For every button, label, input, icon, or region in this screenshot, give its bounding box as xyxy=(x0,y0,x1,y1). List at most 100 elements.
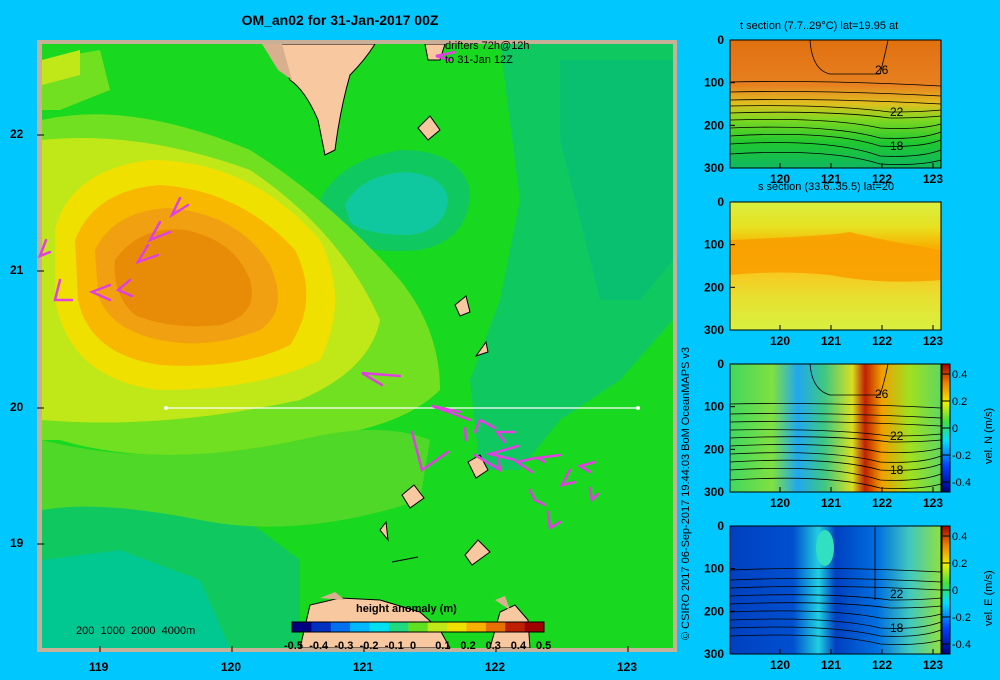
section-y-tick: 300 xyxy=(704,485,724,499)
map-x-tick: 119 xyxy=(89,660,109,674)
section-x-tick: 123 xyxy=(923,334,943,348)
section-cbar-tick: -0.2 xyxy=(952,612,971,624)
section-title: s section (33.6..35.5) lat=20 xyxy=(758,181,895,193)
section-cbar-tick: 0.2 xyxy=(952,558,967,570)
section-cbar-tick: 0.4 xyxy=(952,531,967,543)
drifters-label: drifters 72h@12h xyxy=(445,40,530,52)
colorbar-tick: 0.5 xyxy=(536,640,552,652)
section-y-tick: 100 xyxy=(704,400,724,414)
section-x-tick: 122 xyxy=(872,172,892,186)
map-y-tick: 22 xyxy=(10,127,24,141)
contour-label: 18 xyxy=(890,621,904,635)
colorbar-swatch xyxy=(311,622,332,632)
credit-text: © CSIRO 2017 06-Sep-2017 19:44:03 BoM Oc… xyxy=(680,346,692,640)
map-x-tick: 121 xyxy=(353,660,374,674)
colorbar-swatch xyxy=(369,622,390,632)
colorbar-swatch xyxy=(388,622,409,632)
colorbar-swatch xyxy=(292,622,312,632)
colorbar-swatch xyxy=(524,622,545,632)
contour-label: 22 xyxy=(890,587,904,601)
section-cbar-tick: 0.4 xyxy=(952,369,967,381)
section-x-tick: 121 xyxy=(821,658,841,672)
colorbar-tick: -0.4 xyxy=(309,640,329,652)
sections-panel: 0 100 200 300 120 121 122 123 26 22 18 0 100 200 300 12… xyxy=(704,33,995,672)
section-x-tick: 120 xyxy=(770,172,790,186)
section-line xyxy=(164,406,640,410)
colorbar xyxy=(291,621,545,633)
section-cbar-label: vel. N (m/s) xyxy=(983,408,995,464)
colorbar-tick: 0.1 xyxy=(435,640,451,652)
vn-contours xyxy=(729,363,942,489)
section-y-tick: 0 xyxy=(717,519,724,533)
section-cbar-tick: -0.2 xyxy=(952,450,971,462)
section-y-tick: 300 xyxy=(704,323,724,337)
section-x-tick: 122 xyxy=(872,658,892,672)
section-y-tick: 200 xyxy=(704,442,724,456)
section-y-tick: 0 xyxy=(717,33,724,47)
colorbar-swatch xyxy=(350,622,371,632)
section-y-tick: 200 xyxy=(704,280,724,294)
map-y-tick-marks xyxy=(37,134,629,652)
contour-label: 18 xyxy=(890,463,904,477)
section-x-tick: 120 xyxy=(770,496,790,510)
section-y-tick: 100 xyxy=(704,76,724,90)
colorbar-ticks: -0.5 -0.4 -0.3 -0.2 -0.1 0 0.1 0.2 0.3 0.4 0.5 xyxy=(280,640,552,654)
section-y-tick: 200 xyxy=(704,118,724,132)
t-contours xyxy=(729,39,942,165)
section-x-tick: 123 xyxy=(923,496,943,510)
map-y-tick: 19 xyxy=(10,536,24,550)
page-title: OM_an02 for 31-Jan-2017 00Z xyxy=(241,12,439,28)
colorbar-swatch xyxy=(447,622,467,632)
colorbar-tick: 0.3 xyxy=(485,640,501,652)
section-x-tick: 123 xyxy=(923,658,943,672)
section-x-tick: 121 xyxy=(821,496,841,510)
colorbar-swatch xyxy=(330,622,351,632)
section-y-tick: 100 xyxy=(704,562,724,576)
section-y-tick: 0 xyxy=(717,195,724,209)
section-cbar-label: vel. E (m/s) xyxy=(983,570,995,626)
section-x-tick: 121 xyxy=(821,172,841,186)
contour-label: 26 xyxy=(875,387,889,401)
map-y-tick: 21 xyxy=(10,263,24,277)
scale-mark xyxy=(391,556,419,563)
colorbar-swatch xyxy=(466,622,487,632)
section-x-tick: 122 xyxy=(872,496,892,510)
vn-section xyxy=(729,363,950,492)
colorbar-swatch xyxy=(485,622,506,632)
drifters-label: to 31-Jan 12Z xyxy=(445,54,513,66)
drifter-tracks xyxy=(37,50,600,531)
colorbar-title: height anomaly (m) xyxy=(356,603,457,615)
contour-label: 26 xyxy=(875,63,889,77)
section-axes: 0 100 200 300 120 121 122 123 26 22 18 0 100 200 300 12… xyxy=(704,33,995,672)
section-x-tick: 122 xyxy=(872,334,892,348)
colorbar-tick: 0.4 xyxy=(510,640,527,652)
colorbar-tick: 0 xyxy=(410,640,417,652)
section-x-tick: 120 xyxy=(770,334,790,348)
map-y-tick: 20 xyxy=(10,400,24,414)
contour-label: 18 xyxy=(890,139,904,153)
depth-legend: 200 1000 2000 4000m xyxy=(76,625,196,637)
section-cbar-tick: 0 xyxy=(952,423,958,435)
colorbar-tick: -0.1 xyxy=(384,640,404,652)
map-panel xyxy=(37,40,677,652)
contour-label: 22 xyxy=(890,429,904,443)
contour-label: 22 xyxy=(890,105,904,119)
section-cbar-tick: 0.2 xyxy=(952,396,967,408)
t-section xyxy=(729,39,942,168)
ve-contours xyxy=(729,526,942,645)
section-cbar-tick: -0.4 xyxy=(952,639,971,651)
colorbar-tick: -0.3 xyxy=(334,640,354,652)
section-cbar-tick: -0.4 xyxy=(952,477,971,489)
section-x-tick: 123 xyxy=(923,172,943,186)
section-x-tick: 121 xyxy=(821,334,841,348)
s-section xyxy=(730,202,941,330)
section-y-tick: 100 xyxy=(704,238,724,252)
ve-section xyxy=(729,526,950,654)
section-y-tick: 0 xyxy=(717,357,724,371)
colorbar-tick: -0.5 xyxy=(284,640,303,652)
colorbar-swatch xyxy=(505,622,526,632)
section-title: t section (7.7..29°C) lat=19.95 at xyxy=(740,20,899,32)
colorbar-swatch xyxy=(408,622,429,632)
map-x-tick: 122 xyxy=(485,660,506,674)
height-anomaly-field xyxy=(42,44,673,648)
